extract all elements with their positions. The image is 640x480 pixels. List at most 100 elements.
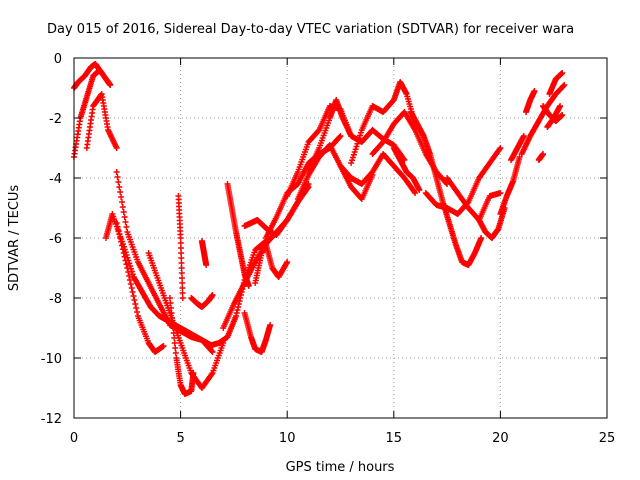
data-point bbox=[478, 235, 485, 241]
data-point bbox=[119, 246, 126, 253]
data-point bbox=[559, 70, 566, 76]
x-axis-label: GPS time / hours bbox=[286, 460, 395, 475]
data-point bbox=[190, 370, 197, 376]
x-tick-label: 15 bbox=[386, 431, 403, 446]
data-point bbox=[411, 188, 418, 195]
y-tick-label: -6 bbox=[49, 232, 62, 247]
data-point bbox=[412, 190, 419, 196]
data-point bbox=[128, 285, 135, 291]
series-arc33 bbox=[522, 88, 538, 115]
series-arc9 bbox=[175, 193, 186, 301]
data-point bbox=[129, 271, 136, 278]
data-point bbox=[114, 223, 121, 230]
data-point bbox=[209, 349, 216, 355]
x-tick-label: 5 bbox=[176, 431, 184, 446]
y-tick-label: -2 bbox=[49, 112, 62, 127]
series-arc35 bbox=[546, 70, 566, 97]
series-arc2 bbox=[71, 61, 105, 91]
data-point bbox=[353, 143, 360, 150]
data-point bbox=[531, 88, 538, 94]
data-point bbox=[121, 253, 128, 260]
data-point bbox=[115, 179, 122, 185]
data-point bbox=[557, 103, 564, 109]
data-point bbox=[126, 273, 133, 279]
data-point bbox=[129, 289, 136, 295]
data-point bbox=[559, 112, 566, 118]
y-tick-labels: 0 -2 -4 -6 -8 -10 -12 bbox=[41, 52, 62, 427]
data-point bbox=[117, 235, 124, 241]
data-point bbox=[284, 259, 291, 265]
y-tick-label: -10 bbox=[41, 352, 62, 367]
data-point bbox=[115, 227, 122, 234]
x-tick-label: 0 bbox=[70, 431, 78, 446]
data-points bbox=[71, 61, 568, 397]
series-arc28 bbox=[444, 175, 504, 223]
data-point bbox=[267, 322, 274, 328]
series-arc21 bbox=[305, 97, 355, 175]
data-point bbox=[114, 174, 121, 180]
y-axis-label: SDTVAR / TECUs bbox=[7, 185, 22, 292]
y-tick-label: -12 bbox=[41, 412, 62, 427]
data-point bbox=[134, 309, 141, 315]
data-point bbox=[357, 132, 364, 139]
data-point bbox=[122, 219, 129, 225]
data-point bbox=[123, 224, 130, 230]
data-point bbox=[118, 238, 125, 245]
data-point bbox=[119, 204, 126, 210]
data-point bbox=[128, 265, 135, 272]
data-point bbox=[123, 261, 130, 268]
data-point bbox=[132, 301, 139, 307]
series-arc10 bbox=[188, 292, 216, 310]
data-point bbox=[357, 129, 364, 136]
series-arc25 bbox=[390, 145, 423, 193]
series-arc36 bbox=[544, 103, 564, 130]
data-point bbox=[124, 265, 131, 271]
data-point bbox=[561, 82, 568, 88]
data-point bbox=[133, 305, 140, 311]
series-arc22 bbox=[337, 151, 419, 196]
data-point bbox=[118, 199, 125, 205]
y-tick-label: -8 bbox=[49, 292, 62, 307]
data-point bbox=[116, 231, 123, 238]
x-tick-label: 25 bbox=[599, 431, 616, 446]
data-point bbox=[245, 283, 252, 289]
data-point bbox=[117, 189, 124, 195]
y-tick-label: 0 bbox=[54, 52, 62, 67]
data-point bbox=[233, 313, 240, 319]
data-point bbox=[235, 304, 242, 310]
data-point bbox=[120, 209, 127, 215]
data-point bbox=[122, 257, 129, 264]
chart-title: Day 015 of 2016, Sidereal Day-to-day VTE… bbox=[47, 22, 574, 37]
data-point bbox=[497, 190, 504, 196]
data-point bbox=[351, 149, 358, 155]
series-arc5 bbox=[113, 169, 216, 355]
axis-ticks bbox=[73, 57, 608, 419]
data-point bbox=[121, 214, 128, 220]
data-point bbox=[126, 277, 133, 283]
data-point bbox=[496, 146, 503, 153]
data-point bbox=[354, 140, 361, 147]
data-point bbox=[304, 185, 311, 192]
data-point bbox=[116, 184, 123, 190]
series-arc8 bbox=[166, 295, 197, 397]
series-arc27 bbox=[422, 145, 504, 217]
data-point bbox=[305, 184, 312, 190]
data-point bbox=[107, 82, 114, 88]
x-tick-label: 10 bbox=[279, 431, 296, 446]
series-arc3 bbox=[83, 91, 120, 151]
x-tick-labels: 0 5 10 15 20 25 bbox=[70, 431, 615, 446]
series-arc7 bbox=[145, 250, 227, 391]
series-arc16 bbox=[241, 310, 274, 355]
data-point bbox=[113, 145, 120, 151]
series-arc11 bbox=[198, 238, 210, 268]
data-point bbox=[113, 220, 120, 226]
data-point bbox=[125, 269, 132, 275]
data-point bbox=[208, 348, 215, 354]
data-point bbox=[355, 138, 362, 144]
series-arc14 bbox=[224, 181, 252, 289]
data-point bbox=[98, 70, 105, 76]
data-point bbox=[349, 157, 356, 164]
data-point bbox=[356, 135, 363, 142]
data-point bbox=[350, 151, 357, 158]
series-arc24 bbox=[369, 109, 451, 187]
